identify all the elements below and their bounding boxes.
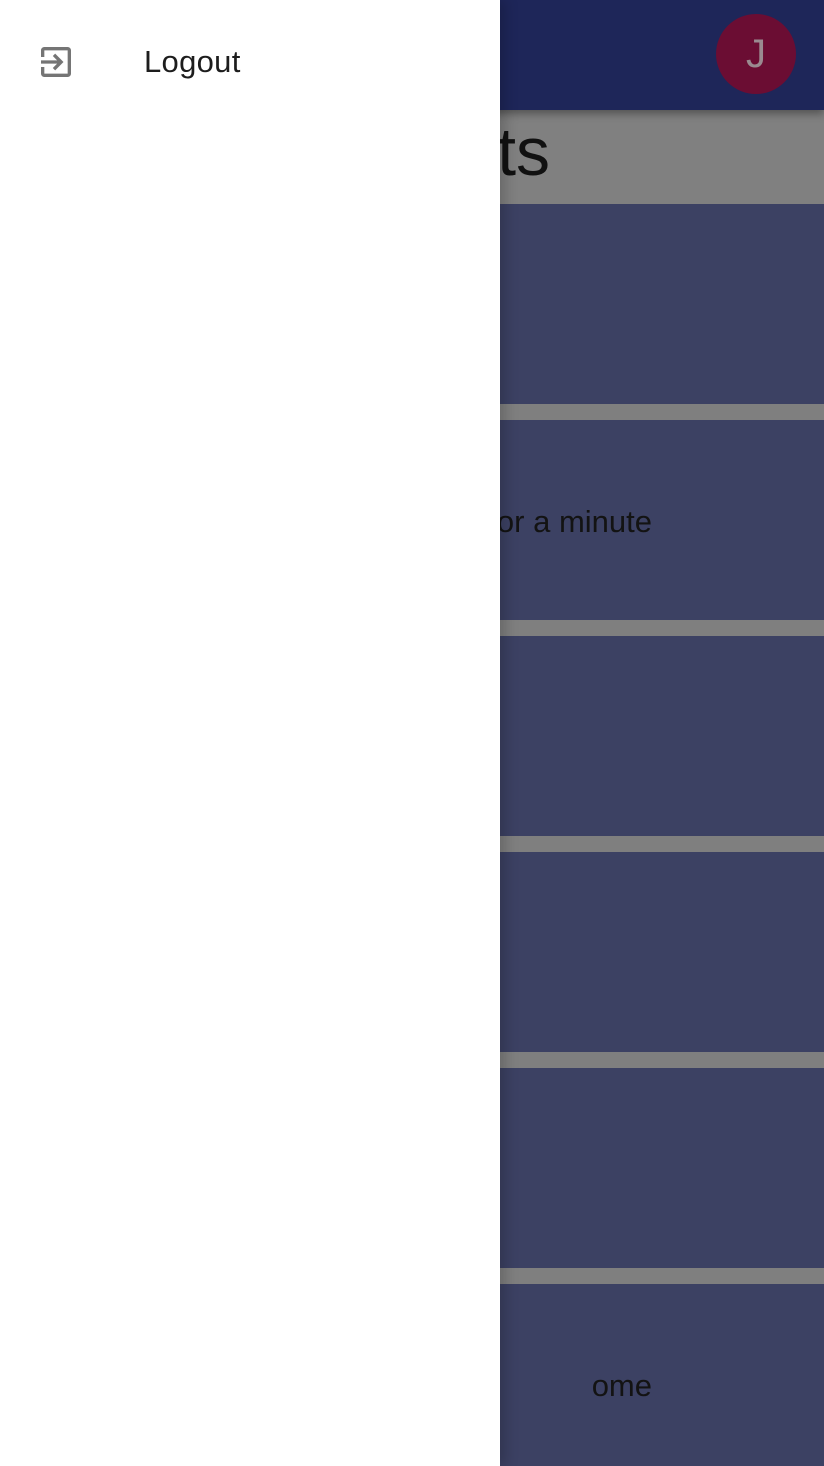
drawer-item-label: Logout bbox=[144, 44, 241, 79]
navigation-drawer: Logout bbox=[0, 20, 500, 104]
drawer-item-logout[interactable]: Logout bbox=[0, 20, 500, 104]
list-item-text: ome bbox=[591, 1368, 652, 1403]
logout-icon bbox=[41, 47, 71, 77]
page-title: ts bbox=[497, 114, 550, 190]
list-item-text: or a minute bbox=[496, 504, 652, 539]
avatar[interactable]: J bbox=[716, 14, 796, 94]
